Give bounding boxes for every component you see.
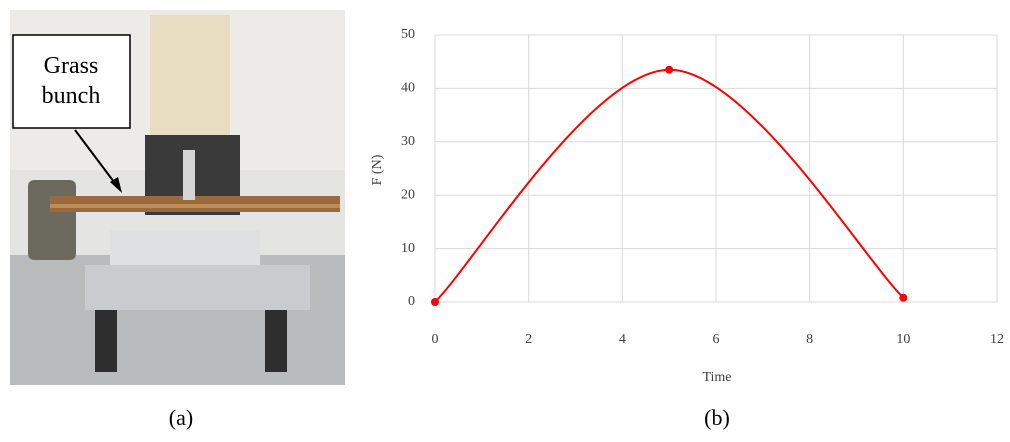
y-tick-label: 0	[408, 294, 415, 309]
x-tick-label: 10	[896, 332, 910, 347]
y-tick-label: 20	[401, 187, 415, 202]
y-axis-label: F (N)	[370, 154, 385, 185]
figure: Grassbunch (a) (b) Time F (N) 0102030405…	[0, 0, 1010, 437]
y-tick-label: 50	[401, 27, 415, 42]
point	[665, 66, 673, 74]
x-tick-label: 2	[525, 332, 532, 347]
point	[899, 294, 907, 302]
caption-b: (b)	[704, 405, 730, 430]
y-tick-label: 40	[401, 81, 415, 96]
caption-a: (a)	[169, 405, 193, 430]
x-tick-label: 0	[432, 332, 439, 347]
x-tick-label: 6	[713, 332, 720, 347]
x-tick-label: 8	[806, 332, 813, 347]
x-tick-label: 4	[619, 332, 626, 347]
x-tick-label: 12	[990, 332, 1004, 347]
y-tick-label: 30	[401, 134, 415, 149]
x-axis-label: Time	[702, 370, 731, 385]
point	[431, 298, 439, 306]
y-tick-label: 10	[401, 241, 415, 256]
line	[435, 70, 903, 302]
